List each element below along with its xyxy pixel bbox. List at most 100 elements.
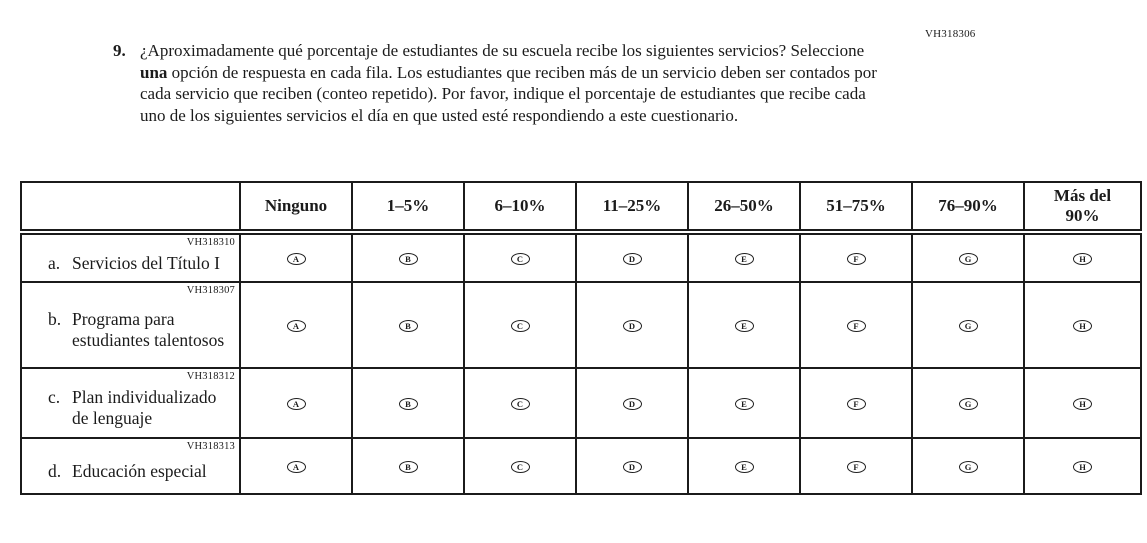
answer-cell: F	[799, 281, 913, 369]
answer-cell: B	[351, 231, 465, 283]
answer-cell: B	[351, 281, 465, 369]
answer-bubble[interactable]: D	[622, 461, 642, 474]
answer-bubble[interactable]: C	[510, 398, 530, 411]
answer-bubble[interactable]: H	[1073, 320, 1092, 333]
answer-cell: D	[575, 281, 689, 369]
column-header-text: Más del 90%	[1053, 186, 1112, 225]
row-marker: c.	[48, 387, 61, 407]
answer-bubble[interactable]: A	[286, 320, 306, 333]
answer-bubble[interactable]: A	[286, 253, 306, 266]
column-header: 1–5%	[351, 181, 465, 235]
question-number: 9.	[113, 41, 126, 60]
row-label-cell: VH318310 a. Servicios del Título I	[20, 231, 241, 283]
answer-cell: G	[911, 367, 1025, 439]
answer-cell: G	[911, 437, 1025, 495]
row-label-cell: VH318312 c. Plan individualizado de leng…	[20, 367, 241, 439]
row-label-text: Educación especial	[72, 460, 207, 481]
answer-bubble[interactable]: E	[734, 398, 754, 411]
answer-bubble[interactable]: B	[398, 398, 418, 411]
answer-cell: A	[239, 231, 353, 283]
table-row: VH318307 b. Programa para estudiantes ta…	[20, 281, 1142, 369]
answer-cell: D	[575, 231, 689, 283]
answer-bubble[interactable]: F	[846, 461, 866, 474]
answer-cell: F	[799, 437, 913, 495]
form-id-label: VH318306	[925, 28, 976, 40]
question-text-segment: opción de respuesta en cada fila. Los es…	[140, 62, 877, 125]
column-header: 6–10%	[463, 181, 577, 235]
answer-cell: E	[687, 367, 801, 439]
answer-bubble[interactable]: G	[958, 398, 978, 411]
answer-cell: G	[911, 281, 1025, 369]
answer-cell: B	[351, 437, 465, 495]
column-header: 26–50%	[687, 181, 801, 235]
answer-bubble[interactable]: C	[510, 461, 530, 474]
answer-bubble[interactable]: H	[1073, 461, 1092, 474]
row-marker: a.	[48, 252, 61, 273]
answer-bubble[interactable]: E	[734, 461, 754, 474]
answer-bubble[interactable]: F	[846, 253, 866, 266]
answer-cell: C	[463, 437, 577, 495]
answer-bubble[interactable]: C	[510, 320, 530, 333]
corner-header-cell	[20, 181, 241, 235]
question-text-bold-word: una	[140, 62, 168, 82]
response-matrix-table: Ninguno 1–5% 6–10% 11–25% 26–50% 51–75% …	[20, 181, 1142, 495]
answer-cell: B	[351, 367, 465, 439]
answer-bubble[interactable]: B	[398, 320, 418, 333]
answer-bubble[interactable]: F	[846, 320, 866, 333]
row-id-label: VH318310	[186, 237, 235, 248]
table-row: VH318313 d. Educación especial A B C D E…	[20, 437, 1142, 495]
answer-cell: F	[799, 367, 913, 439]
row-label-cell: VH318313 d. Educación especial	[20, 437, 241, 495]
answer-bubble[interactable]: F	[846, 398, 866, 411]
row-id-label: VH318313	[186, 441, 235, 452]
answer-cell: A	[239, 437, 353, 495]
answer-cell: D	[575, 437, 689, 495]
answer-bubble[interactable]: G	[958, 461, 978, 474]
answer-cell: F	[799, 231, 913, 283]
answer-cell: H	[1023, 231, 1142, 283]
answer-cell: E	[687, 231, 801, 283]
row-marker: d.	[48, 460, 62, 481]
answer-bubble[interactable]: D	[622, 320, 642, 333]
answer-cell: A	[239, 281, 353, 369]
column-header: Más del 90%	[1023, 181, 1142, 235]
answer-cell: H	[1023, 437, 1142, 495]
answer-cell: H	[1023, 281, 1142, 369]
row-marker: b.	[48, 309, 62, 329]
question-text-segment: ¿Aproximadamente qué porcentaje de estud…	[140, 41, 865, 60]
question-text: ¿Aproximadamente qué porcentaje de estud…	[140, 40, 888, 126]
answer-bubble[interactable]: E	[734, 253, 754, 266]
answer-bubble[interactable]: B	[398, 253, 418, 266]
answer-bubble[interactable]: A	[286, 461, 306, 474]
answer-cell: G	[911, 231, 1025, 283]
answer-bubble[interactable]: B	[398, 461, 418, 474]
column-header: Ninguno	[239, 181, 353, 235]
row-id-label: VH318307	[186, 285, 235, 296]
answer-bubble[interactable]: D	[622, 253, 642, 266]
answer-cell: A	[239, 367, 353, 439]
answer-cell: E	[687, 437, 801, 495]
answer-bubble[interactable]: C	[510, 253, 530, 266]
header-row: Ninguno 1–5% 6–10% 11–25% 26–50% 51–75% …	[20, 181, 1142, 235]
row-label-cell: VH318307 b. Programa para estudiantes ta…	[20, 281, 241, 369]
answer-bubble[interactable]: H	[1073, 398, 1092, 411]
row-id-label: VH318312	[186, 371, 235, 382]
column-header: 51–75%	[799, 181, 913, 235]
table-row: VH318312 c. Plan individualizado de leng…	[20, 367, 1142, 439]
column-header: 76–90%	[911, 181, 1025, 235]
answer-bubble[interactable]: E	[734, 320, 754, 333]
answer-cell: C	[463, 281, 577, 369]
answer-cell: C	[463, 231, 577, 283]
row-label-text: Servicios del Título I	[72, 252, 220, 273]
answer-cell: E	[687, 281, 801, 369]
row-label-text: Plan individualizado de lenguaje	[72, 387, 217, 428]
table-row: VH318310 a. Servicios del Título I A B C…	[20, 231, 1142, 283]
answer-bubble[interactable]: H	[1073, 253, 1092, 266]
answer-cell: H	[1023, 367, 1142, 439]
question-block: 9. ¿Aproximadamente qué porcentaje de es…	[113, 40, 888, 126]
answer-bubble[interactable]: G	[958, 253, 978, 266]
answer-bubble[interactable]: D	[622, 398, 642, 411]
answer-cell: C	[463, 367, 577, 439]
answer-bubble[interactable]: G	[958, 320, 978, 333]
answer-bubble[interactable]: A	[286, 398, 306, 411]
